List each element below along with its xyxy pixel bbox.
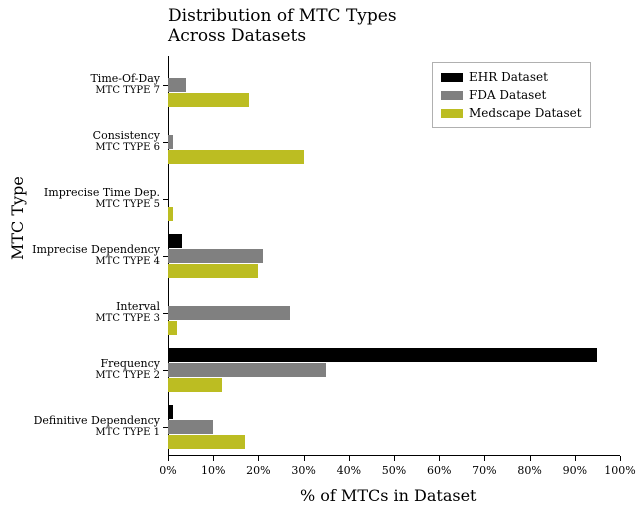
- legend-label: FDA Dataset: [469, 86, 546, 104]
- legend-label: EHR Dataset: [469, 68, 548, 86]
- bar: [168, 78, 186, 92]
- xtick-mark: [168, 456, 169, 461]
- xtick-label: 60%: [427, 464, 451, 477]
- xtick-label: 20%: [246, 464, 270, 477]
- bar: [168, 435, 245, 449]
- legend-item: Medscape Dataset: [441, 104, 582, 122]
- ytick-label: Definitive DependencyMTC TYPE 1: [0, 415, 160, 438]
- legend-label: Medscape Dataset: [469, 104, 582, 122]
- bar: [168, 405, 173, 419]
- xtick-mark: [530, 456, 531, 461]
- xtick-label: 50%: [382, 464, 406, 477]
- mtc-distribution-chart: Distribution of MTC Types Across Dataset…: [0, 0, 640, 528]
- bar: [168, 207, 173, 221]
- bar: [168, 150, 304, 164]
- xtick-label: 80%: [517, 464, 541, 477]
- bar: [168, 321, 177, 335]
- legend-swatch: [441, 109, 463, 118]
- bar: [168, 348, 597, 362]
- bar: [168, 234, 182, 248]
- xtick-label: 10%: [201, 464, 225, 477]
- chart-title-line2: Across Datasets: [168, 26, 306, 46]
- chart-title-line1: Distribution of MTC Types: [168, 6, 397, 26]
- ytick-label: Imprecise DependencyMTC TYPE 4: [0, 244, 160, 267]
- bar: [168, 363, 326, 377]
- xtick-mark: [349, 456, 350, 461]
- xtick-label: 100%: [604, 464, 635, 477]
- ytick-mark: [163, 313, 168, 314]
- xtick-label: 40%: [337, 464, 361, 477]
- xtick-label: 30%: [291, 464, 315, 477]
- bar: [168, 306, 290, 320]
- legend-swatch: [441, 73, 463, 82]
- xtick-label: 90%: [563, 464, 587, 477]
- ytick-mark: [163, 85, 168, 86]
- legend: EHR Dataset FDA Dataset Medscape Dataset: [432, 62, 591, 128]
- ytick-label: FrequencyMTC TYPE 2: [0, 358, 160, 381]
- bar: [168, 135, 173, 149]
- xtick-mark: [439, 456, 440, 461]
- chart-title: Distribution of MTC Types Across Dataset…: [168, 6, 397, 47]
- xtick-mark: [258, 456, 259, 461]
- legend-swatch: [441, 91, 463, 100]
- ytick-mark: [163, 142, 168, 143]
- xtick-mark: [484, 456, 485, 461]
- bar: [168, 93, 249, 107]
- x-axis-label: % of MTCs in Dataset: [300, 486, 476, 505]
- xtick-mark: [575, 456, 576, 461]
- ytick-mark: [163, 427, 168, 428]
- bar: [168, 264, 258, 278]
- xtick-mark: [620, 456, 621, 461]
- bar: [168, 420, 213, 434]
- xtick-mark: [304, 456, 305, 461]
- legend-item: FDA Dataset: [441, 86, 582, 104]
- bar: [168, 249, 263, 263]
- ytick-mark: [163, 199, 168, 200]
- xtick-label: 70%: [472, 464, 496, 477]
- ytick-label: Time-Of-DayMTC TYPE 7: [0, 73, 160, 96]
- ytick-mark: [163, 256, 168, 257]
- ytick-label: IntervalMTC TYPE 3: [0, 301, 160, 324]
- ytick-label: ConsistencyMTC TYPE 6: [0, 130, 160, 153]
- ytick-label: Imprecise Time Dep.MTC TYPE 5: [0, 187, 160, 210]
- bar: [168, 378, 222, 392]
- ytick-mark: [163, 370, 168, 371]
- xtick-mark: [213, 456, 214, 461]
- xtick-mark: [394, 456, 395, 461]
- legend-item: EHR Dataset: [441, 68, 582, 86]
- xtick-label: 0%: [159, 464, 176, 477]
